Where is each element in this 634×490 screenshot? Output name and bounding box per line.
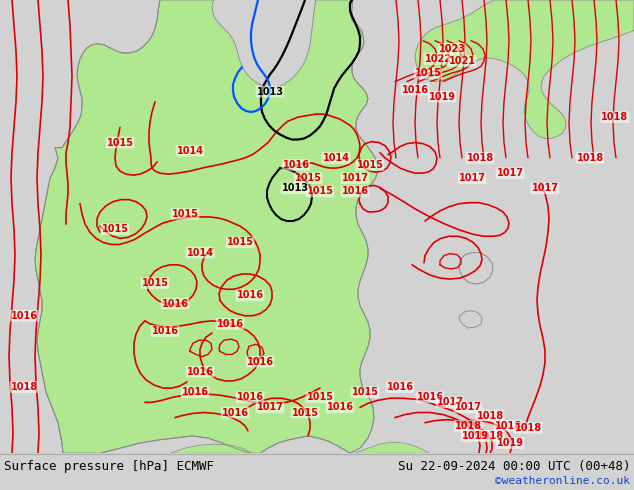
Text: 1018: 1018	[576, 153, 604, 163]
Polygon shape	[415, 0, 634, 139]
Text: 1016: 1016	[342, 187, 368, 196]
Text: 1016: 1016	[247, 357, 273, 367]
Text: 1017: 1017	[496, 168, 524, 178]
Text: 1016: 1016	[186, 367, 214, 377]
Text: 1015: 1015	[356, 160, 384, 170]
Text: 1017: 1017	[531, 183, 559, 194]
Text: 1013: 1013	[257, 87, 283, 97]
Text: 1015: 1015	[295, 173, 321, 183]
Text: 1016: 1016	[221, 408, 249, 417]
Text: 1018: 1018	[495, 421, 522, 431]
Text: 1022: 1022	[425, 54, 451, 64]
Text: 1016: 1016	[181, 387, 209, 397]
Text: 1016: 1016	[11, 311, 37, 321]
Text: 1016: 1016	[162, 298, 188, 309]
Text: 1018: 1018	[10, 382, 37, 392]
Text: 1016: 1016	[401, 85, 429, 95]
Text: 1015: 1015	[306, 187, 333, 196]
Text: 1015: 1015	[226, 238, 254, 247]
Text: 1015: 1015	[351, 387, 378, 397]
Text: 1017: 1017	[257, 402, 283, 413]
Polygon shape	[355, 442, 430, 453]
Text: 1018: 1018	[602, 112, 628, 122]
Text: 1023: 1023	[439, 44, 465, 54]
Text: 1018: 1018	[476, 411, 503, 420]
Text: 1017: 1017	[455, 402, 481, 413]
Text: 1014: 1014	[186, 247, 214, 258]
Text: 1019: 1019	[462, 431, 489, 441]
Text: 1013: 1013	[281, 183, 309, 194]
Polygon shape	[170, 444, 252, 453]
Text: 1015: 1015	[415, 68, 441, 78]
Polygon shape	[35, 0, 378, 453]
Text: 1017: 1017	[458, 173, 486, 183]
Text: 1018: 1018	[514, 423, 541, 433]
Text: Su 22-09-2024 00:00 UTC (00+48): Su 22-09-2024 00:00 UTC (00+48)	[398, 460, 630, 473]
Text: 1019: 1019	[429, 92, 455, 102]
Text: 1015: 1015	[292, 408, 318, 417]
Text: 1019: 1019	[496, 438, 524, 448]
Text: 1015: 1015	[101, 224, 129, 234]
Text: Surface pressure [hPa] ECMWF: Surface pressure [hPa] ECMWF	[4, 460, 214, 473]
Text: 1015: 1015	[172, 209, 198, 219]
Text: 1018: 1018	[467, 153, 493, 163]
Text: 1018: 1018	[476, 431, 503, 441]
Text: 1016: 1016	[152, 326, 179, 336]
Text: 1016: 1016	[327, 402, 354, 413]
Text: 1014: 1014	[323, 153, 349, 163]
Text: 1018: 1018	[455, 421, 482, 431]
Text: 1016: 1016	[417, 392, 444, 402]
Text: 1015: 1015	[107, 138, 134, 147]
Text: 1014: 1014	[176, 146, 204, 156]
Text: 1016: 1016	[283, 160, 309, 170]
Text: 1017: 1017	[436, 397, 463, 407]
Text: 1015: 1015	[141, 278, 169, 288]
Text: 1016: 1016	[236, 392, 264, 402]
Text: 1016: 1016	[216, 319, 243, 329]
Text: 1017: 1017	[342, 173, 368, 183]
Text: 1016: 1016	[387, 382, 413, 392]
Text: ©weatheronline.co.uk: ©weatheronline.co.uk	[495, 476, 630, 486]
Text: 1016: 1016	[236, 291, 264, 300]
Text: 1015: 1015	[306, 392, 333, 402]
Text: 1021: 1021	[448, 56, 476, 66]
